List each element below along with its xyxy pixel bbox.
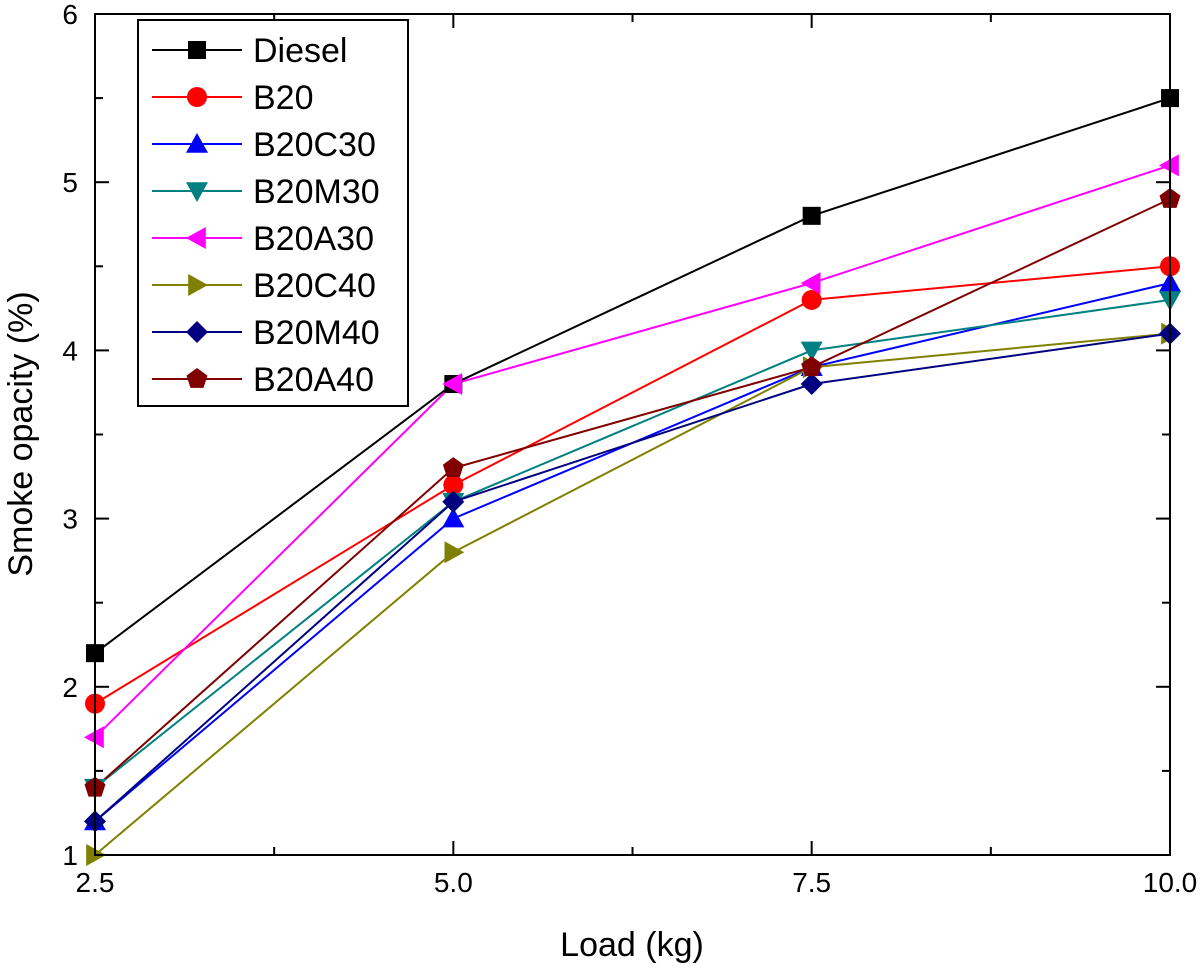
y-tick-label: 3 — [62, 504, 78, 535]
plot-frame — [94, 13, 1171, 856]
data-point-b20 — [801, 289, 822, 310]
y-axis-title: Smoke opacity (%) — [2, 291, 40, 576]
legend-label-b20m30: B20M30 — [253, 173, 380, 211]
data-point-b20a30 — [84, 726, 104, 749]
y-tick-label: 4 — [62, 335, 78, 366]
series-line-b20m40 — [94, 332, 1171, 823]
legend-label-b20c40: B20C40 — [253, 267, 376, 305]
data-point-b20c30 — [442, 507, 465, 528]
data-point-diesel — [802, 206, 821, 225]
series-line-b20m30 — [94, 298, 1171, 789]
y-tick-label: 6 — [62, 0, 78, 30]
legend-marker-b20m30 — [186, 182, 208, 202]
legend-marker-b20c40 — [188, 274, 208, 296]
data-point-b20a30 — [1159, 154, 1179, 177]
legend-marker-b20a30 — [186, 227, 206, 249]
y-tick-label: 1 — [62, 840, 78, 871]
x-tick-label: 10.0 — [1143, 867, 1198, 898]
data-point-b20a30 — [442, 373, 463, 395]
data-point-b20 — [443, 474, 464, 495]
tick-labels: 2.5 5.0 7.5 10.0 1 2 3 4 5 6 — [62, 0, 1197, 898]
legend-label-b20c30: B20C30 — [253, 126, 376, 164]
y-tick-label: 2 — [62, 672, 78, 703]
x-tick-label: 2.5 — [76, 867, 115, 898]
data-point-b20a40 — [442, 457, 464, 477]
data-point-b20a30 — [800, 272, 821, 295]
legend-box — [137, 19, 409, 407]
series-line-b20a30 — [94, 164, 1171, 739]
legend-marker-b20 — [187, 87, 207, 107]
legend-marker-diesel — [188, 41, 206, 59]
series-line-b20a40 — [94, 198, 1171, 789]
legend-label-b20m40: B20M40 — [253, 314, 380, 352]
legend-label-diesel: Diesel — [253, 32, 347, 70]
y-tick-label: 5 — [62, 167, 78, 198]
data-point-b20a40 — [801, 356, 823, 377]
data-point-b20c40 — [444, 541, 465, 564]
legend-label-b20a30: B20A30 — [253, 220, 374, 258]
series-line-diesel — [94, 97, 1171, 654]
legend-label-b20: B20 — [253, 79, 314, 117]
x-tick-label: 5.0 — [434, 867, 473, 898]
legend: Diesel B20 B20C30 B20M30 B20A30 B20C40 B20M40 B… — [137, 19, 409, 407]
legend-label-b20a40: B20A40 — [253, 361, 374, 399]
series-lines — [94, 97, 1171, 856]
series-line-b20c40 — [94, 332, 1171, 856]
data-point-b20m40 — [442, 490, 465, 513]
x-tick-label: 7.5 — [792, 867, 831, 898]
x-axis-title: Load (kg) — [560, 926, 704, 964]
legend-marker-b20m40 — [186, 321, 208, 343]
legend-marker-b20c30 — [186, 133, 208, 153]
data-point-b20m30 — [800, 341, 823, 362]
legend-marker-b20a40 — [186, 368, 208, 388]
data-point-b20m40 — [800, 373, 823, 395]
